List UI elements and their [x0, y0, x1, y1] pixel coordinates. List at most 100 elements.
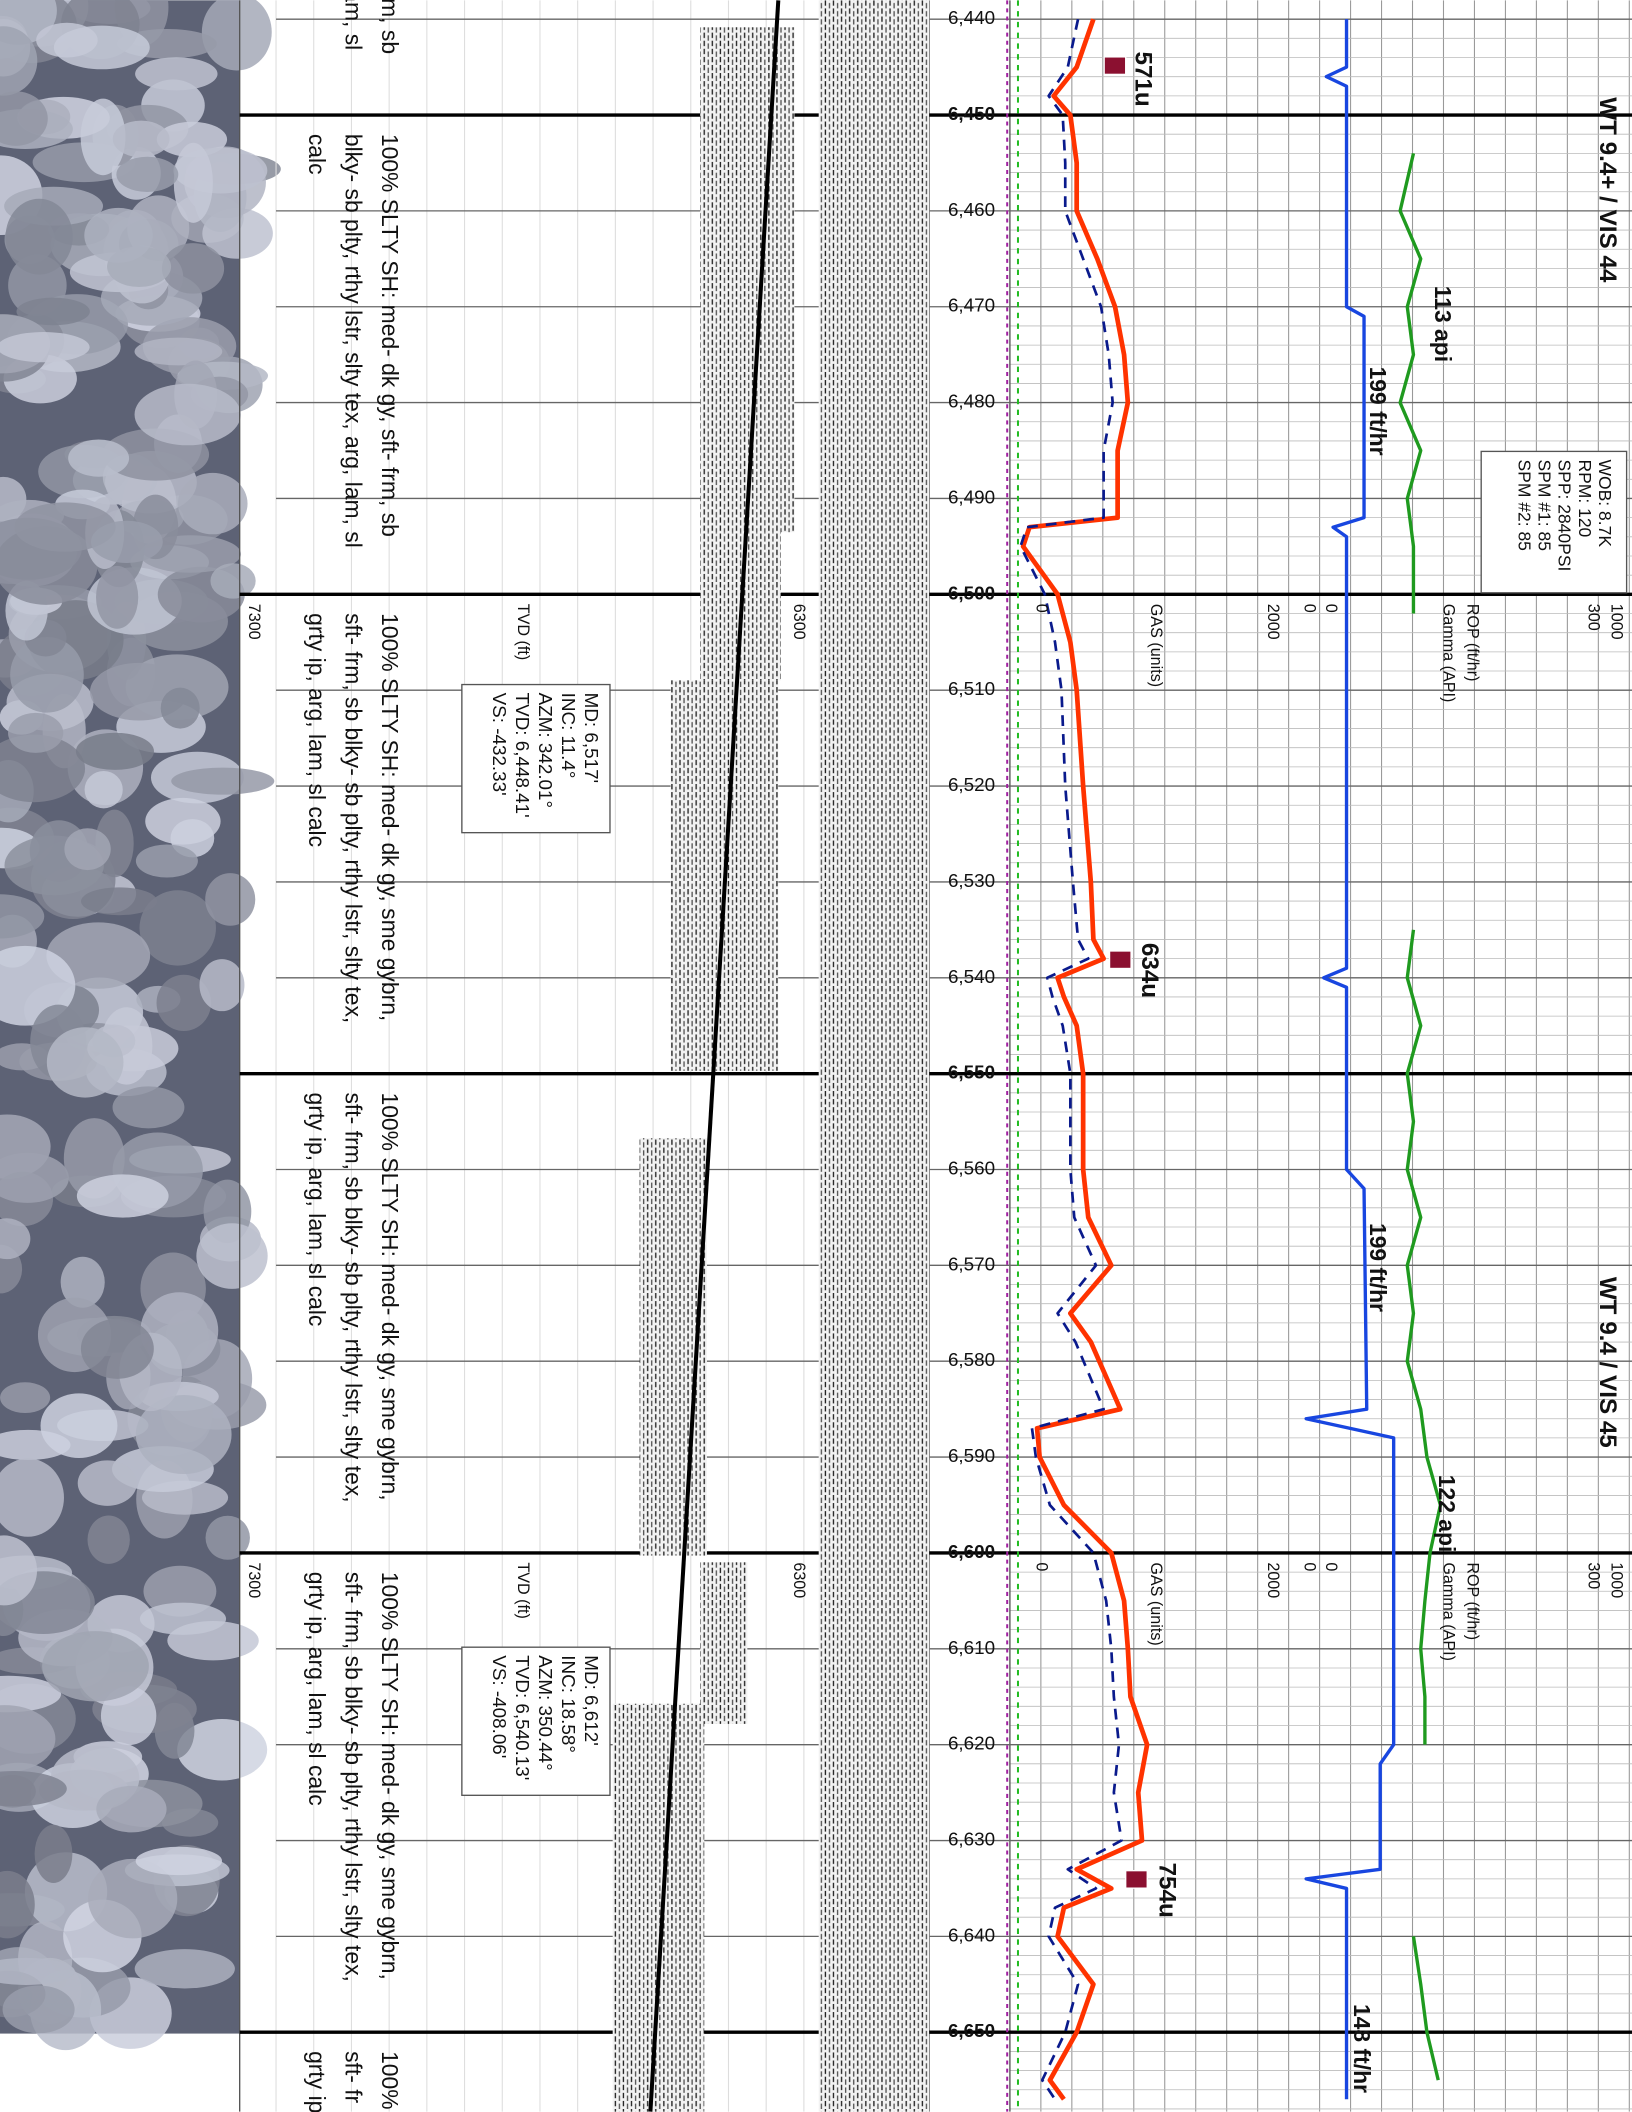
pebble	[80, 98, 126, 176]
depth-label: 6,650	[948, 2020, 995, 2041]
survey-line: MD: 6,517'	[581, 693, 602, 784]
pebble	[171, 767, 275, 795]
pebble	[84, 770, 123, 809]
drilling-param: WOB: 8.7K	[1595, 459, 1615, 547]
pebble	[160, 687, 200, 729]
depth-label: 6,580	[948, 1349, 995, 1370]
survey-line: VS: -408.06'	[489, 1655, 510, 1758]
pebble	[100, 1686, 157, 1746]
pebble	[173, 142, 213, 223]
depth-label: 6,630	[948, 1829, 995, 1850]
pebble	[134, 383, 241, 446]
scale-label: 300	[1585, 604, 1603, 631]
depth-label: 6,620	[948, 1733, 995, 1754]
pebble	[0, 1771, 67, 1807]
pebble	[5, 198, 73, 275]
gas-peak-label: 571u	[1129, 51, 1156, 106]
survey-line: INC: 18.58°	[558, 1655, 579, 1753]
depth-label: 6,550	[948, 1062, 995, 1083]
pebble	[210, 563, 256, 599]
pebble	[0, 1382, 51, 1414]
pebble	[64, 828, 111, 871]
gas-peak-marker	[1125, 1869, 1148, 1889]
pebble	[84, 207, 153, 263]
drilling-param: RPM: 120	[1575, 459, 1595, 537]
lithology-description: sft- fr	[340, 2051, 366, 2103]
mud-note: WT 9.4 / VIS 45	[1594, 1277, 1621, 1448]
pebble	[68, 439, 130, 477]
pebble	[112, 120, 170, 158]
pebble	[87, 1515, 130, 1564]
survey-box	[461, 1646, 611, 1796]
scale-label: TVD (ft)	[514, 604, 532, 660]
pebble	[201, 0, 272, 71]
depth-label: 6,470	[948, 295, 995, 316]
scale-label: 300	[1585, 1562, 1603, 1589]
pebble	[16, 297, 90, 326]
pebble	[96, 565, 139, 629]
pebble	[135, 1846, 223, 1876]
scale-label: 0	[1033, 604, 1051, 613]
survey-line: VS: -432.33'	[489, 693, 510, 796]
pebble	[0, 332, 90, 363]
gas-peak-marker	[1108, 950, 1132, 970]
lithology-description: sft- frm, sb blky- sb plty, rthy lstr, s…	[340, 1092, 366, 1502]
depth-label: 6,530	[948, 870, 995, 891]
survey-line: TVD: 6,448.41'	[512, 693, 533, 818]
lithology-description: grty ip	[304, 2051, 330, 2112]
survey-box	[461, 683, 611, 834]
depth-label: 6,450	[948, 103, 995, 124]
pebble	[0, 1957, 75, 1985]
pebble	[0, 1458, 64, 1537]
pebble	[116, 156, 179, 192]
pebble	[0, 894, 45, 939]
depth-label: 6,500	[948, 582, 995, 603]
pebble	[40, 1393, 118, 1459]
lithology-description: sft- frm, sb blky- sb plty, rthy lstr, s…	[340, 613, 366, 1023]
depth-label: 6,480	[948, 391, 995, 412]
scale-label: GAS (units)	[1147, 1562, 1165, 1645]
depth-label: 6,640	[948, 1924, 995, 1945]
labels: 6,440 6,450 6,460 6,470 6,480 6,490 6,500 6,510…	[245, 0, 1628, 2112]
pebble	[0, 26, 38, 96]
pebble	[112, 1086, 185, 1129]
depth-label: 6,610	[948, 1637, 995, 1658]
scale-label: 6300	[790, 1562, 808, 1598]
scale-label: 1000	[1608, 604, 1626, 640]
lithology-description: grty ip, arg, lam, sl calc	[304, 1092, 330, 1326]
pebble	[14, 502, 116, 552]
drilling-param: SPM #2: 85	[1514, 459, 1534, 550]
pebble	[0, 91, 48, 146]
pebble	[42, 1631, 149, 1702]
pebble	[88, 1858, 178, 1939]
depth-label: 6,460	[948, 199, 995, 220]
scale-label: 1000	[1608, 1562, 1626, 1598]
pebble	[81, 887, 158, 916]
pebble	[0, 1705, 56, 1773]
pebble	[205, 873, 256, 926]
depth-label: 6,540	[948, 966, 995, 987]
depth-label: 6,440	[948, 7, 995, 28]
pebble	[177, 1719, 268, 1781]
scale-label: 0	[1033, 1562, 1051, 1571]
scale-label: ROP (ft/hr)	[1463, 604, 1481, 682]
pebble	[53, 25, 150, 70]
pebble	[60, 1256, 105, 1308]
gamma-note: 122 api	[1434, 1475, 1460, 1553]
lithology-description: 100% SLTY SH: med- dk gy, sme gybrn,	[377, 1572, 403, 1980]
gas-peak-label: 634u	[1136, 943, 1163, 998]
scale-label: 7300	[245, 604, 263, 640]
pebble	[156, 974, 212, 1031]
survey-line: MD: 6,612'	[581, 1655, 602, 1746]
lithology-description: frm, sb	[377, 0, 403, 54]
pebble	[177, 472, 248, 535]
gamma-curve	[1398, 153, 1443, 2081]
depth-label: 6,520	[948, 774, 995, 795]
cuttings-photos	[0, 0, 281, 2051]
pebble	[77, 1460, 137, 1506]
lithology-description: 100%	[377, 2051, 403, 2110]
scale-label: 0	[1322, 604, 1340, 613]
pebble	[0, 1535, 38, 1606]
